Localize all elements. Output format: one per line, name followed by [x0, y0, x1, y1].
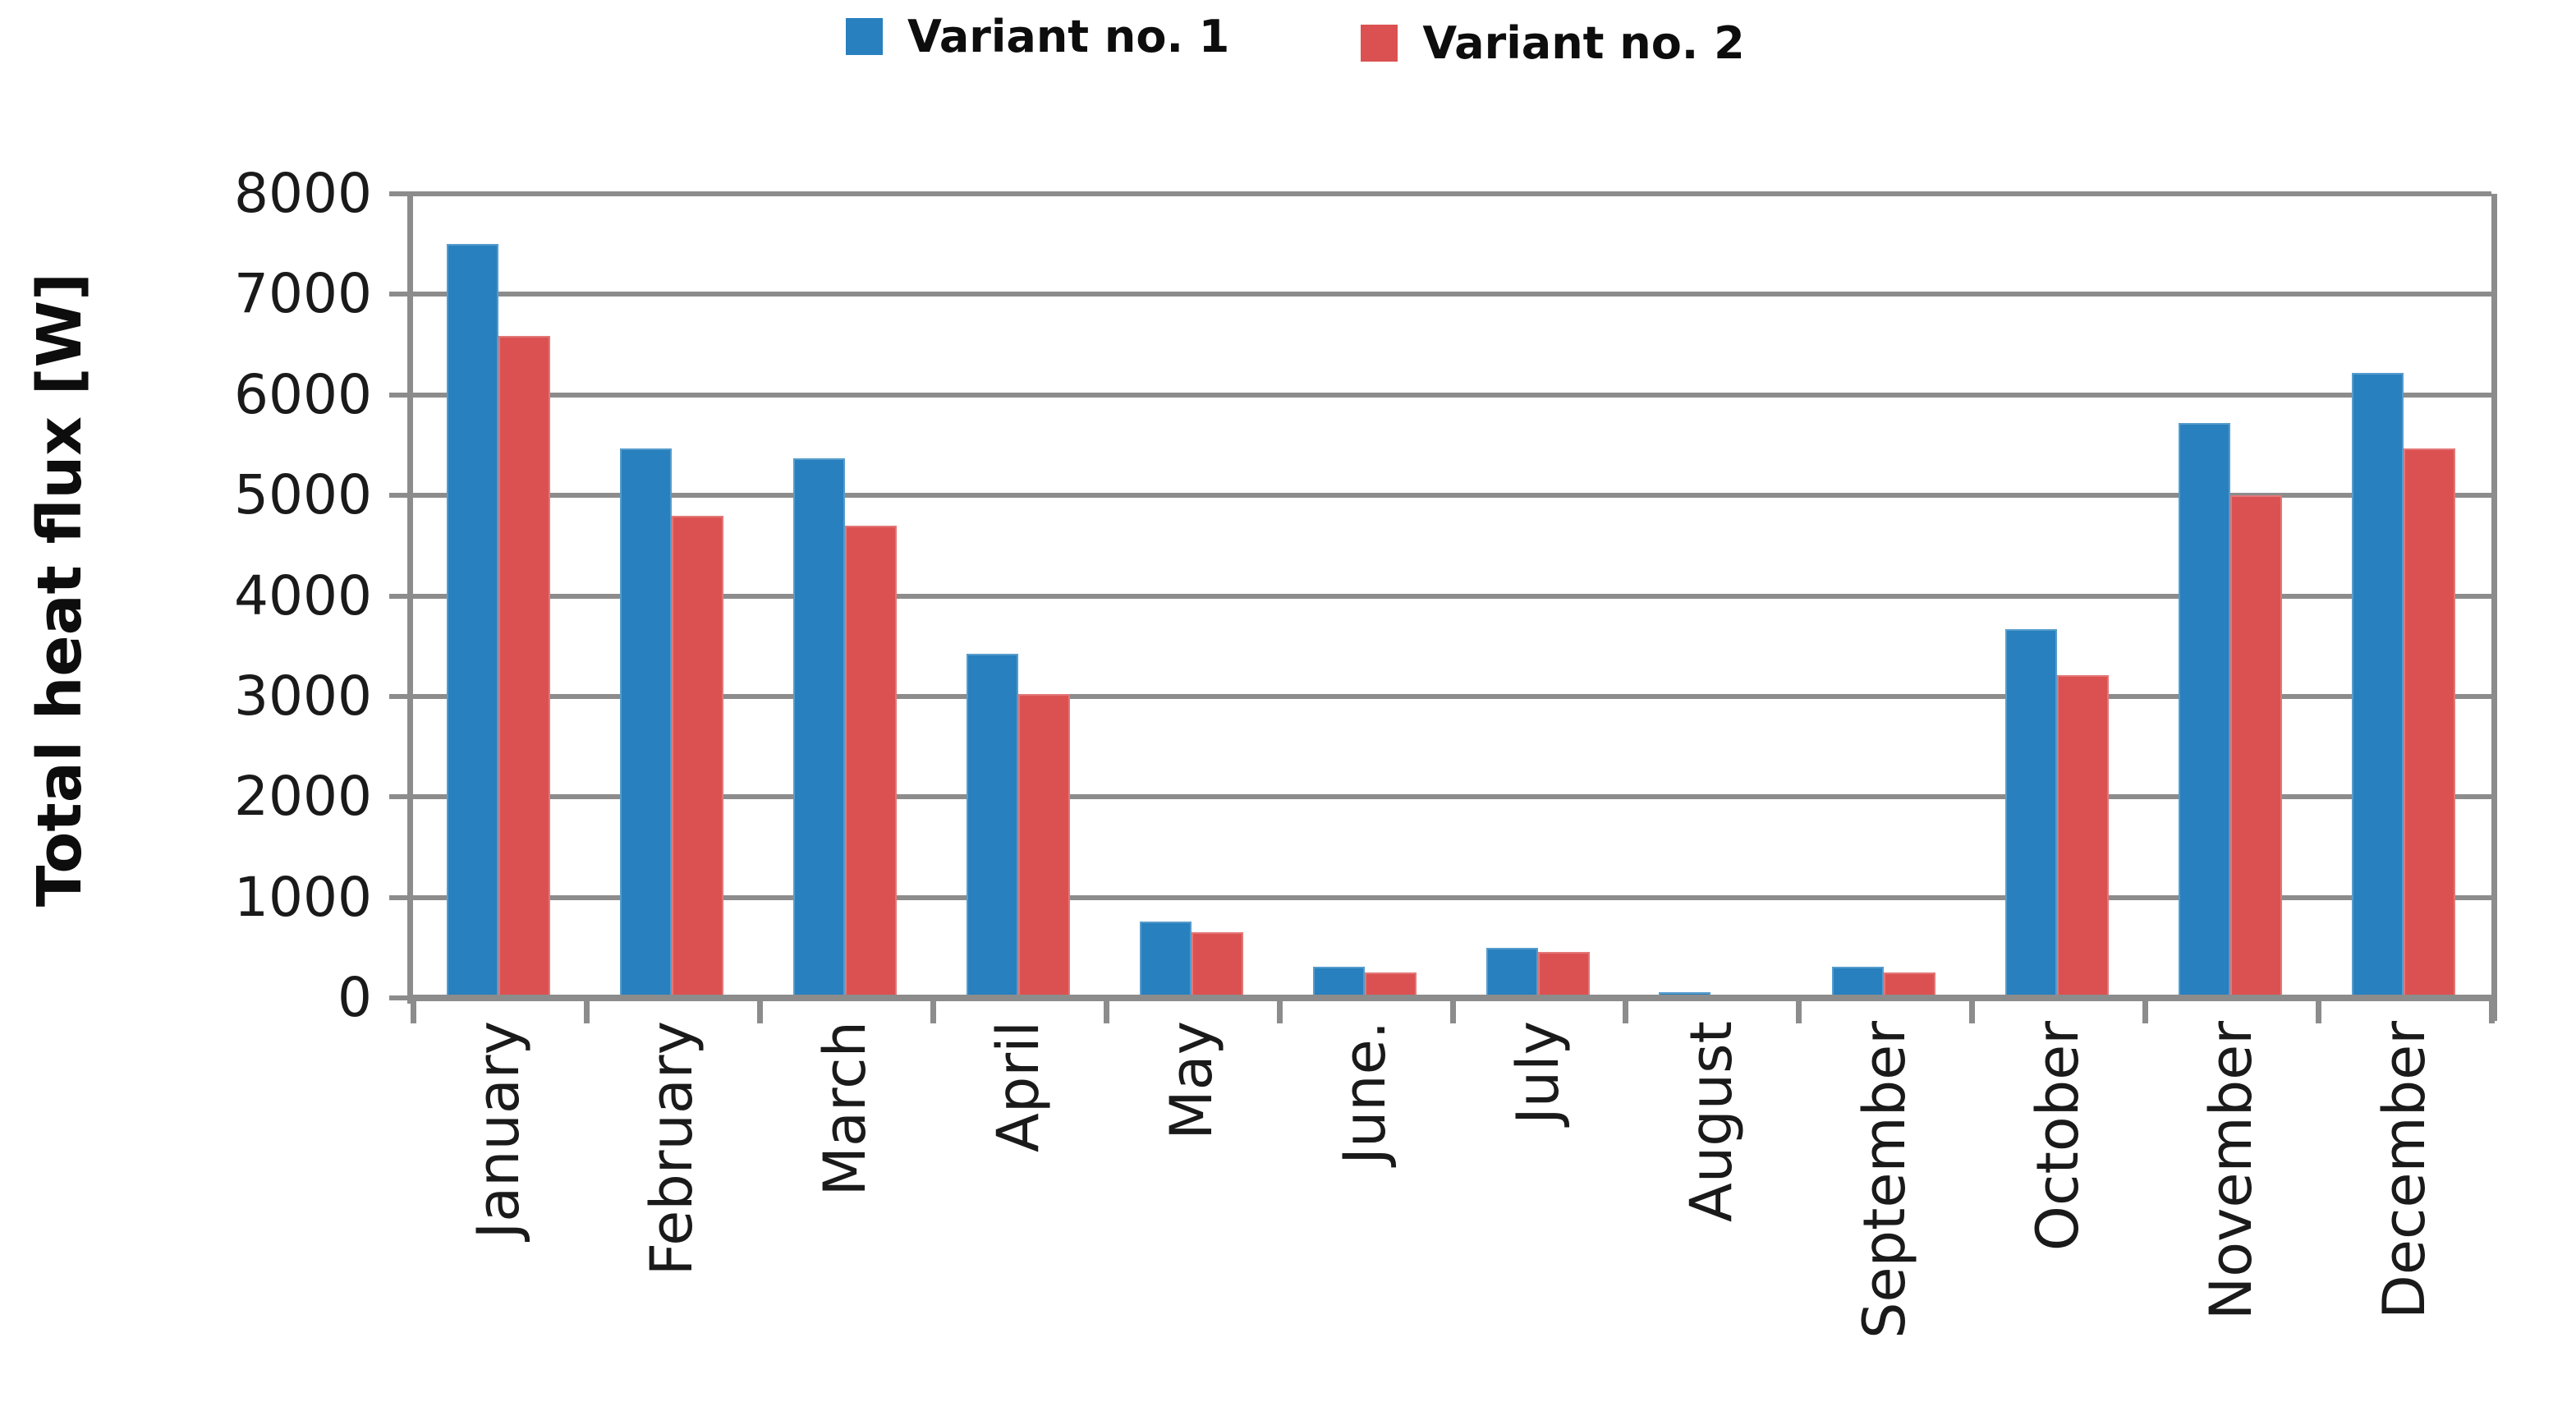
bar-variant2-march	[845, 526, 897, 998]
y-tick-label: 0	[337, 966, 372, 1029]
bar-variant2-november	[2230, 495, 2282, 998]
x-tick	[757, 1001, 763, 1023]
y-tick	[389, 995, 413, 1000]
x-tick	[1796, 1001, 1802, 1023]
category-label-june: June.	[1331, 1021, 1398, 1165]
x-tick	[1277, 1001, 1283, 1023]
gridline	[413, 292, 2491, 297]
x-tick	[411, 1001, 416, 1023]
y-tick-label: 5000	[234, 463, 372, 527]
x-tick	[1623, 1001, 1628, 1023]
category-label-november: November	[2197, 1021, 2265, 1321]
y-axis-title: Total heat flux [W]	[25, 273, 95, 908]
x-tick	[1104, 1001, 1109, 1023]
legend-item-variant-1: Variant no. 1	[846, 10, 1230, 62]
y-tick	[389, 292, 413, 297]
y-tick	[389, 493, 413, 499]
bar-variant1-september	[1832, 967, 1884, 998]
x-tick	[2489, 1001, 2495, 1023]
legend-label: Variant no. 2	[1422, 16, 1745, 69]
y-tick	[389, 794, 413, 800]
x-tick	[584, 1001, 590, 1023]
bar-variant1-november	[2179, 423, 2230, 998]
legend-item-variant-2: Variant no. 2	[1361, 16, 1745, 69]
y-tick-label: 6000	[234, 362, 372, 426]
bar-variant1-march	[793, 458, 845, 998]
bar-variant1-january	[447, 244, 498, 998]
bar-variant1-february	[620, 448, 672, 998]
x-tick	[2142, 1001, 2148, 1023]
bar-variant2-april	[1018, 694, 1070, 998]
category-label-april: April	[985, 1021, 1052, 1152]
category-label-september: September	[1851, 1021, 1918, 1339]
y-tick	[389, 593, 413, 599]
gridline	[413, 693, 2491, 699]
legend: Variant no. 1 Variant no. 2	[846, 10, 1745, 69]
legend-swatch-blue-icon	[846, 17, 883, 55]
category-label-october: October	[2024, 1021, 2092, 1252]
bar-variant2-june	[1365, 972, 1417, 998]
x-tick	[1969, 1001, 1975, 1023]
y-tick-label: 7000	[234, 262, 372, 326]
y-tick	[389, 191, 413, 196]
bar-variant2-january	[498, 336, 550, 998]
category-label-may: May	[1158, 1021, 1225, 1140]
category-label-march: March	[811, 1021, 879, 1197]
bar-variant2-july	[1538, 952, 1590, 998]
gridline	[413, 191, 2491, 196]
y-axis-line	[407, 194, 413, 1004]
x-tick	[2316, 1001, 2321, 1023]
y-tick-label: 4000	[234, 563, 372, 628]
bar-variant1-july	[1486, 948, 1538, 998]
bar-variant1-october	[2005, 629, 2057, 998]
x-axis-line	[407, 995, 2497, 1001]
right-border-line	[2491, 194, 2497, 1021]
bar-variant2-october	[2057, 675, 2109, 998]
category-label-august: August	[1678, 1021, 1745, 1222]
legend-swatch-red-icon	[1361, 24, 1398, 62]
bar-variant2-february	[672, 516, 723, 998]
gridline	[413, 894, 2491, 900]
bar-variant2-may	[1192, 932, 1243, 998]
category-label-july: July	[1504, 1021, 1572, 1124]
bar-variant2-december	[2404, 448, 2455, 998]
bar-variant1-december	[2352, 373, 2404, 998]
category-label-january: January	[465, 1021, 532, 1239]
x-tick	[1450, 1001, 1456, 1023]
bar-variant1-april	[967, 654, 1018, 998]
gridline	[413, 493, 2491, 499]
gridline	[413, 593, 2491, 599]
y-tick-label: 2000	[234, 765, 372, 829]
y-tick	[389, 392, 413, 398]
legend-label: Variant no. 1	[907, 10, 1230, 62]
x-tick	[930, 1001, 936, 1023]
bar-variant1-may	[1140, 922, 1192, 998]
y-tick	[389, 693, 413, 699]
category-label-february: February	[638, 1021, 705, 1276]
y-tick-label: 1000	[234, 865, 372, 929]
gridline	[413, 392, 2491, 398]
y-tick	[389, 894, 413, 900]
y-tick-label: 8000	[234, 162, 372, 225]
gridline	[413, 794, 2491, 800]
category-label-december: December	[2371, 1021, 2438, 1319]
bar-variant2-september	[1884, 972, 1935, 998]
y-tick-label: 3000	[234, 664, 372, 728]
bar-variant1-june	[1313, 967, 1365, 998]
